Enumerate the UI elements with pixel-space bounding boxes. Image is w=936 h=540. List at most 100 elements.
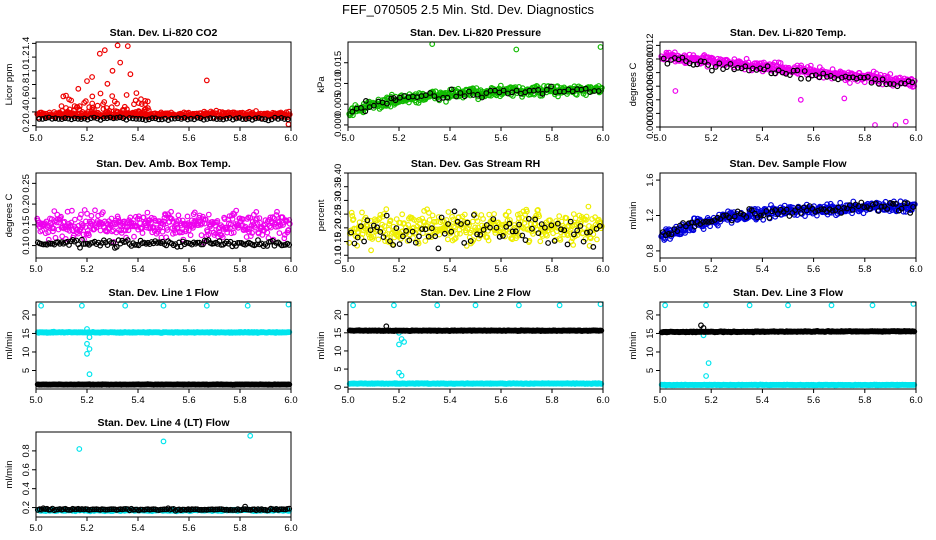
x-tick-label: 5.8 bbox=[545, 395, 558, 406]
data-point bbox=[184, 213, 191, 220]
data-point bbox=[39, 115, 46, 122]
data-point bbox=[381, 223, 388, 230]
data-point bbox=[399, 211, 406, 218]
data-point bbox=[735, 64, 741, 71]
data-point bbox=[471, 212, 477, 218]
data-point bbox=[887, 199, 893, 206]
x-tick-label: 5.4 bbox=[131, 133, 144, 144]
data-point bbox=[383, 323, 390, 330]
data-point bbox=[159, 228, 166, 235]
data-point bbox=[584, 229, 590, 236]
data-point bbox=[171, 115, 178, 122]
data-point bbox=[85, 232, 92, 239]
data-point bbox=[68, 219, 75, 226]
x-tick-label: 6.0 bbox=[909, 264, 922, 275]
data-point bbox=[572, 215, 579, 222]
data-point bbox=[425, 233, 432, 240]
data-point bbox=[743, 214, 750, 220]
data-point bbox=[435, 214, 442, 220]
data-point bbox=[364, 223, 371, 230]
data-point bbox=[542, 224, 548, 231]
y-tick-label: 20 bbox=[21, 310, 32, 321]
data-point bbox=[729, 217, 735, 224]
data-point bbox=[911, 382, 918, 388]
data-point bbox=[835, 204, 842, 211]
data-point bbox=[406, 237, 413, 244]
data-point bbox=[594, 236, 600, 243]
data-point bbox=[97, 90, 104, 97]
x-tick-label: 6.0 bbox=[909, 133, 922, 144]
data-point bbox=[513, 235, 519, 242]
data-point bbox=[742, 63, 749, 70]
data-point bbox=[457, 230, 463, 237]
data-point bbox=[187, 232, 194, 239]
data-point bbox=[597, 44, 604, 50]
data-point bbox=[786, 213, 793, 219]
data-point bbox=[487, 224, 493, 231]
data-point bbox=[763, 208, 770, 215]
data-point bbox=[901, 200, 908, 207]
data-point bbox=[593, 225, 600, 232]
data-point bbox=[706, 218, 712, 225]
data-point bbox=[127, 71, 134, 78]
data-point bbox=[165, 117, 172, 123]
y-tick-label: 15 bbox=[333, 328, 344, 339]
data-point bbox=[81, 99, 88, 106]
data-point bbox=[458, 221, 464, 227]
data-point bbox=[577, 223, 584, 229]
plot-frame bbox=[35, 301, 292, 390]
y-tick-label: 0.25 bbox=[333, 205, 344, 224]
data-point bbox=[857, 74, 864, 81]
data-point bbox=[133, 115, 140, 122]
data-point bbox=[490, 216, 497, 223]
data-point bbox=[803, 207, 810, 214]
data-point bbox=[161, 214, 168, 221]
x-tick-label: 5.6 bbox=[182, 395, 195, 406]
data-point bbox=[772, 207, 778, 213]
data-point bbox=[120, 115, 127, 122]
data-point bbox=[847, 80, 853, 86]
data-point bbox=[690, 227, 697, 234]
data-point bbox=[406, 99, 412, 106]
data-point bbox=[210, 115, 217, 122]
data-point bbox=[194, 114, 201, 121]
data-point bbox=[203, 77, 210, 84]
data-point bbox=[694, 61, 700, 68]
x-tick-label: 5.6 bbox=[807, 133, 820, 144]
data-point bbox=[893, 200, 899, 207]
y-tick-label: 1.2 bbox=[645, 209, 656, 222]
data-point bbox=[816, 74, 823, 81]
data-point bbox=[205, 231, 212, 238]
data-point bbox=[415, 99, 422, 106]
data-point bbox=[78, 116, 85, 122]
data-point bbox=[448, 86, 455, 93]
x-tick-label: 6.0 bbox=[284, 133, 297, 144]
data-point bbox=[390, 242, 397, 248]
data-point bbox=[108, 239, 115, 246]
data-point bbox=[561, 227, 568, 234]
data-point bbox=[454, 221, 461, 228]
data-point bbox=[247, 214, 254, 221]
data-point bbox=[583, 92, 589, 98]
data-point bbox=[152, 218, 159, 224]
data-point bbox=[109, 93, 116, 99]
data-point bbox=[84, 350, 90, 357]
y-axis-label: kPa bbox=[316, 76, 327, 93]
data-point bbox=[472, 302, 479, 309]
data-point bbox=[567, 226, 574, 233]
data-point bbox=[52, 234, 59, 241]
data-point bbox=[113, 243, 120, 250]
data-point bbox=[168, 208, 175, 215]
data-point bbox=[422, 238, 429, 244]
data-point bbox=[757, 212, 764, 219]
data-point bbox=[350, 112, 356, 119]
data-point bbox=[708, 218, 715, 225]
data-point bbox=[196, 212, 203, 219]
x-tick-label: 5.4 bbox=[756, 133, 769, 144]
y-tick-label: 0.012 bbox=[645, 34, 656, 58]
data-point bbox=[844, 205, 850, 212]
data-point bbox=[286, 381, 293, 388]
data-point bbox=[190, 224, 196, 231]
data-point bbox=[474, 231, 481, 238]
x-tick-label: 5.2 bbox=[392, 133, 405, 144]
